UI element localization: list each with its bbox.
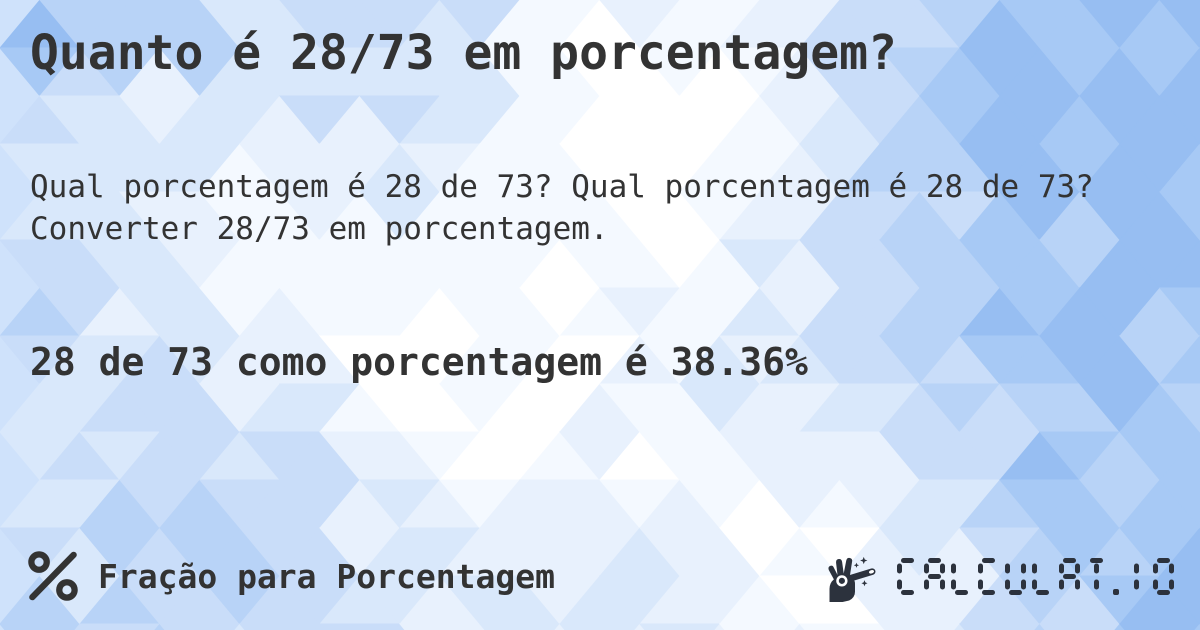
brand-logo-text xyxy=(897,557,1174,595)
page-title: Quanto é 28/73 em porcentagem? xyxy=(30,25,897,81)
category: Fração para Porcentagem xyxy=(28,551,555,601)
page-description: Qual porcentagem é 28 de 73? Qual porcen… xyxy=(30,169,1094,247)
percent-icon xyxy=(28,551,78,601)
footer: Fração para Porcentagem xyxy=(28,544,1174,608)
star-below xyxy=(861,579,868,586)
brand-logo xyxy=(822,551,1174,602)
result-text: 28 de 73 como porcentagem é 38.36% xyxy=(30,340,808,384)
star-large xyxy=(860,556,868,564)
category-label: Fração para Porcentagem xyxy=(98,556,555,596)
star-small xyxy=(853,562,860,568)
magic-wand-hand-icon xyxy=(828,556,876,602)
